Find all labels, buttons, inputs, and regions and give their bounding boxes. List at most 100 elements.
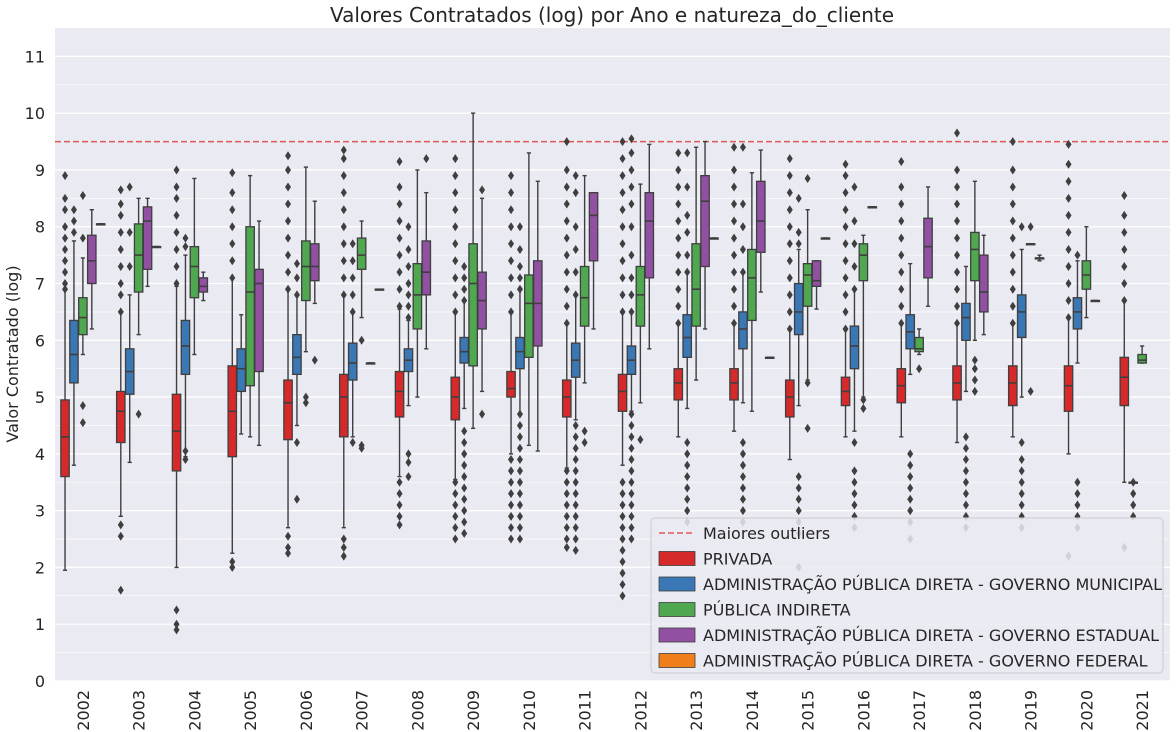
outlier-point — [1018, 500, 1025, 510]
outlier-point — [1121, 296, 1128, 306]
outlier-point — [954, 216, 961, 226]
outlier-point — [572, 511, 579, 521]
outlier-point — [907, 506, 914, 516]
outlier-point — [461, 460, 468, 470]
outlier-point — [479, 409, 486, 419]
outlier-point — [962, 432, 969, 442]
outlier-point — [563, 233, 570, 243]
outlier-point — [396, 182, 403, 192]
outlier-point — [182, 233, 189, 243]
outlier-point — [684, 460, 691, 470]
box-2012 — [644, 143, 655, 350]
outlier-point — [62, 233, 69, 243]
box — [644, 192, 655, 279]
outlier-point — [405, 244, 412, 254]
outlier-point — [628, 455, 635, 465]
box-2007 — [356, 220, 367, 453]
outlier-point — [628, 477, 635, 487]
outlier-point — [1018, 489, 1025, 499]
outlier-point — [173, 261, 180, 271]
outlier-point — [907, 494, 914, 504]
outlier-point — [795, 227, 802, 237]
outlier-point — [479, 185, 486, 195]
outlier-point — [358, 440, 365, 450]
outlier-point — [117, 199, 124, 209]
outlier-point — [572, 523, 579, 533]
outlier-point — [79, 191, 86, 201]
outlier-point — [182, 446, 189, 456]
box-2014 — [764, 356, 775, 359]
outlier-point — [860, 395, 867, 405]
outlier-point — [907, 449, 914, 459]
outlier-point — [563, 318, 570, 328]
x-tick-label: 2011 — [576, 690, 595, 731]
box — [978, 254, 989, 313]
outlier-point — [898, 250, 905, 260]
outlier-point — [572, 500, 579, 510]
outlier-point — [285, 233, 292, 243]
outlier-point — [1065, 139, 1072, 149]
box-2005 — [227, 168, 238, 572]
outlier-point — [340, 188, 347, 198]
box-2020 — [1081, 226, 1092, 319]
outlier-point — [619, 171, 626, 181]
outlier-point — [405, 261, 412, 271]
outlier-point — [1065, 159, 1072, 169]
box-2013 — [673, 148, 684, 438]
outlier-point — [405, 472, 412, 482]
outlier-point — [739, 438, 746, 448]
outlier-point — [461, 296, 468, 306]
outlier-point — [461, 517, 468, 527]
outlier-point — [452, 188, 459, 198]
outlier-point — [1121, 279, 1128, 289]
outlier-point — [135, 409, 142, 419]
outlier-point — [563, 500, 570, 510]
outlier-point — [516, 222, 523, 232]
box — [133, 223, 144, 293]
outlier-point — [1009, 233, 1016, 243]
y-tick-label: 5 — [35, 388, 45, 407]
outlier-point — [1009, 165, 1016, 175]
outlier-point — [851, 239, 858, 249]
outlier-point — [675, 301, 682, 311]
outlier-point — [619, 256, 626, 266]
outlier-point — [563, 137, 570, 147]
outlier-point — [628, 534, 635, 544]
box-2005 — [254, 220, 264, 447]
outlier-point — [1074, 489, 1081, 499]
y-tick-label: 9 — [35, 161, 45, 180]
outlier-point — [739, 142, 746, 152]
outlier-point — [516, 273, 523, 283]
outlier-point — [1018, 438, 1025, 448]
y-tick-label: 6 — [35, 331, 45, 350]
outlier-point — [173, 193, 180, 203]
box — [561, 379, 572, 418]
outlier-point — [786, 188, 793, 198]
box — [961, 302, 971, 341]
outlier-point — [898, 267, 905, 277]
box — [1119, 356, 1130, 407]
outlier-point — [452, 171, 459, 181]
outlier-point — [619, 500, 626, 510]
y-tick-label: 1 — [35, 615, 45, 634]
outlier-point — [572, 267, 579, 277]
outlier-point — [405, 222, 412, 232]
box — [450, 376, 461, 421]
box — [198, 277, 209, 293]
outlier-point — [898, 182, 905, 192]
outlier-point — [619, 557, 626, 567]
outlier-point — [563, 511, 570, 521]
box — [849, 325, 860, 370]
outlier-point — [508, 466, 515, 476]
outlier-point — [684, 267, 691, 277]
outlier-point — [508, 222, 515, 232]
outlier-point — [851, 466, 858, 476]
outlier-point — [684, 483, 691, 493]
box — [189, 245, 200, 299]
box-2011 — [588, 191, 599, 330]
outlier-point — [786, 290, 793, 300]
y-tick-label: 11 — [25, 47, 45, 66]
outlier-point — [340, 534, 347, 544]
outlier-point — [684, 227, 691, 237]
outlier-point — [1121, 261, 1128, 271]
